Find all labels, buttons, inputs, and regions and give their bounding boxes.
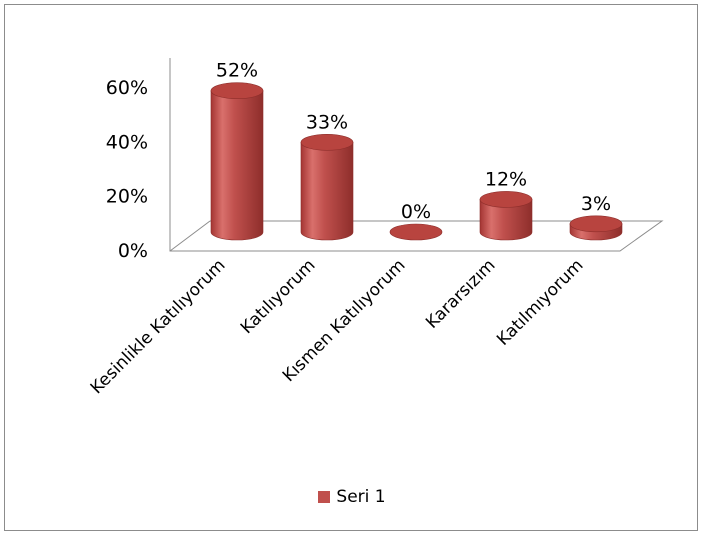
bar (569, 215, 623, 241)
x-tick-label: Katılmıyorum (493, 255, 587, 349)
y-tick-label: 40% (106, 131, 148, 153)
bar-top (210, 82, 264, 100)
bar (389, 223, 443, 241)
bars-layer (210, 82, 623, 241)
bar-top (389, 223, 443, 241)
y-tick-label: 60% (106, 77, 148, 99)
bar-top (569, 215, 623, 233)
bar-body (210, 90, 264, 241)
data-label: 0% (401, 201, 431, 223)
floor-side-edge (169, 220, 211, 252)
bar (300, 134, 354, 241)
data-label: 52% (216, 60, 258, 82)
data-label: 33% (306, 111, 348, 133)
bar-body (479, 199, 533, 241)
x-tick-label: Kesinlikle Katılıyorum (87, 255, 230, 398)
legend-swatch (318, 491, 331, 503)
chart-frame (4, 4, 698, 531)
legend-label: Seri 1 (336, 487, 386, 507)
data-label: 12% (485, 168, 527, 190)
bar-body (300, 142, 354, 241)
x-tick-label: Kararsızım (422, 255, 499, 332)
x-tick-label: Katılıyorum (237, 255, 320, 338)
bar-top (479, 191, 533, 208)
bar (210, 82, 264, 241)
y-tick-label: 0% (118, 240, 148, 262)
y-tick-label: 20% (106, 186, 148, 208)
legend: Seri 1 (0, 487, 704, 507)
bar-top (300, 134, 354, 151)
data-label: 3% (581, 193, 611, 215)
bar (479, 191, 533, 241)
